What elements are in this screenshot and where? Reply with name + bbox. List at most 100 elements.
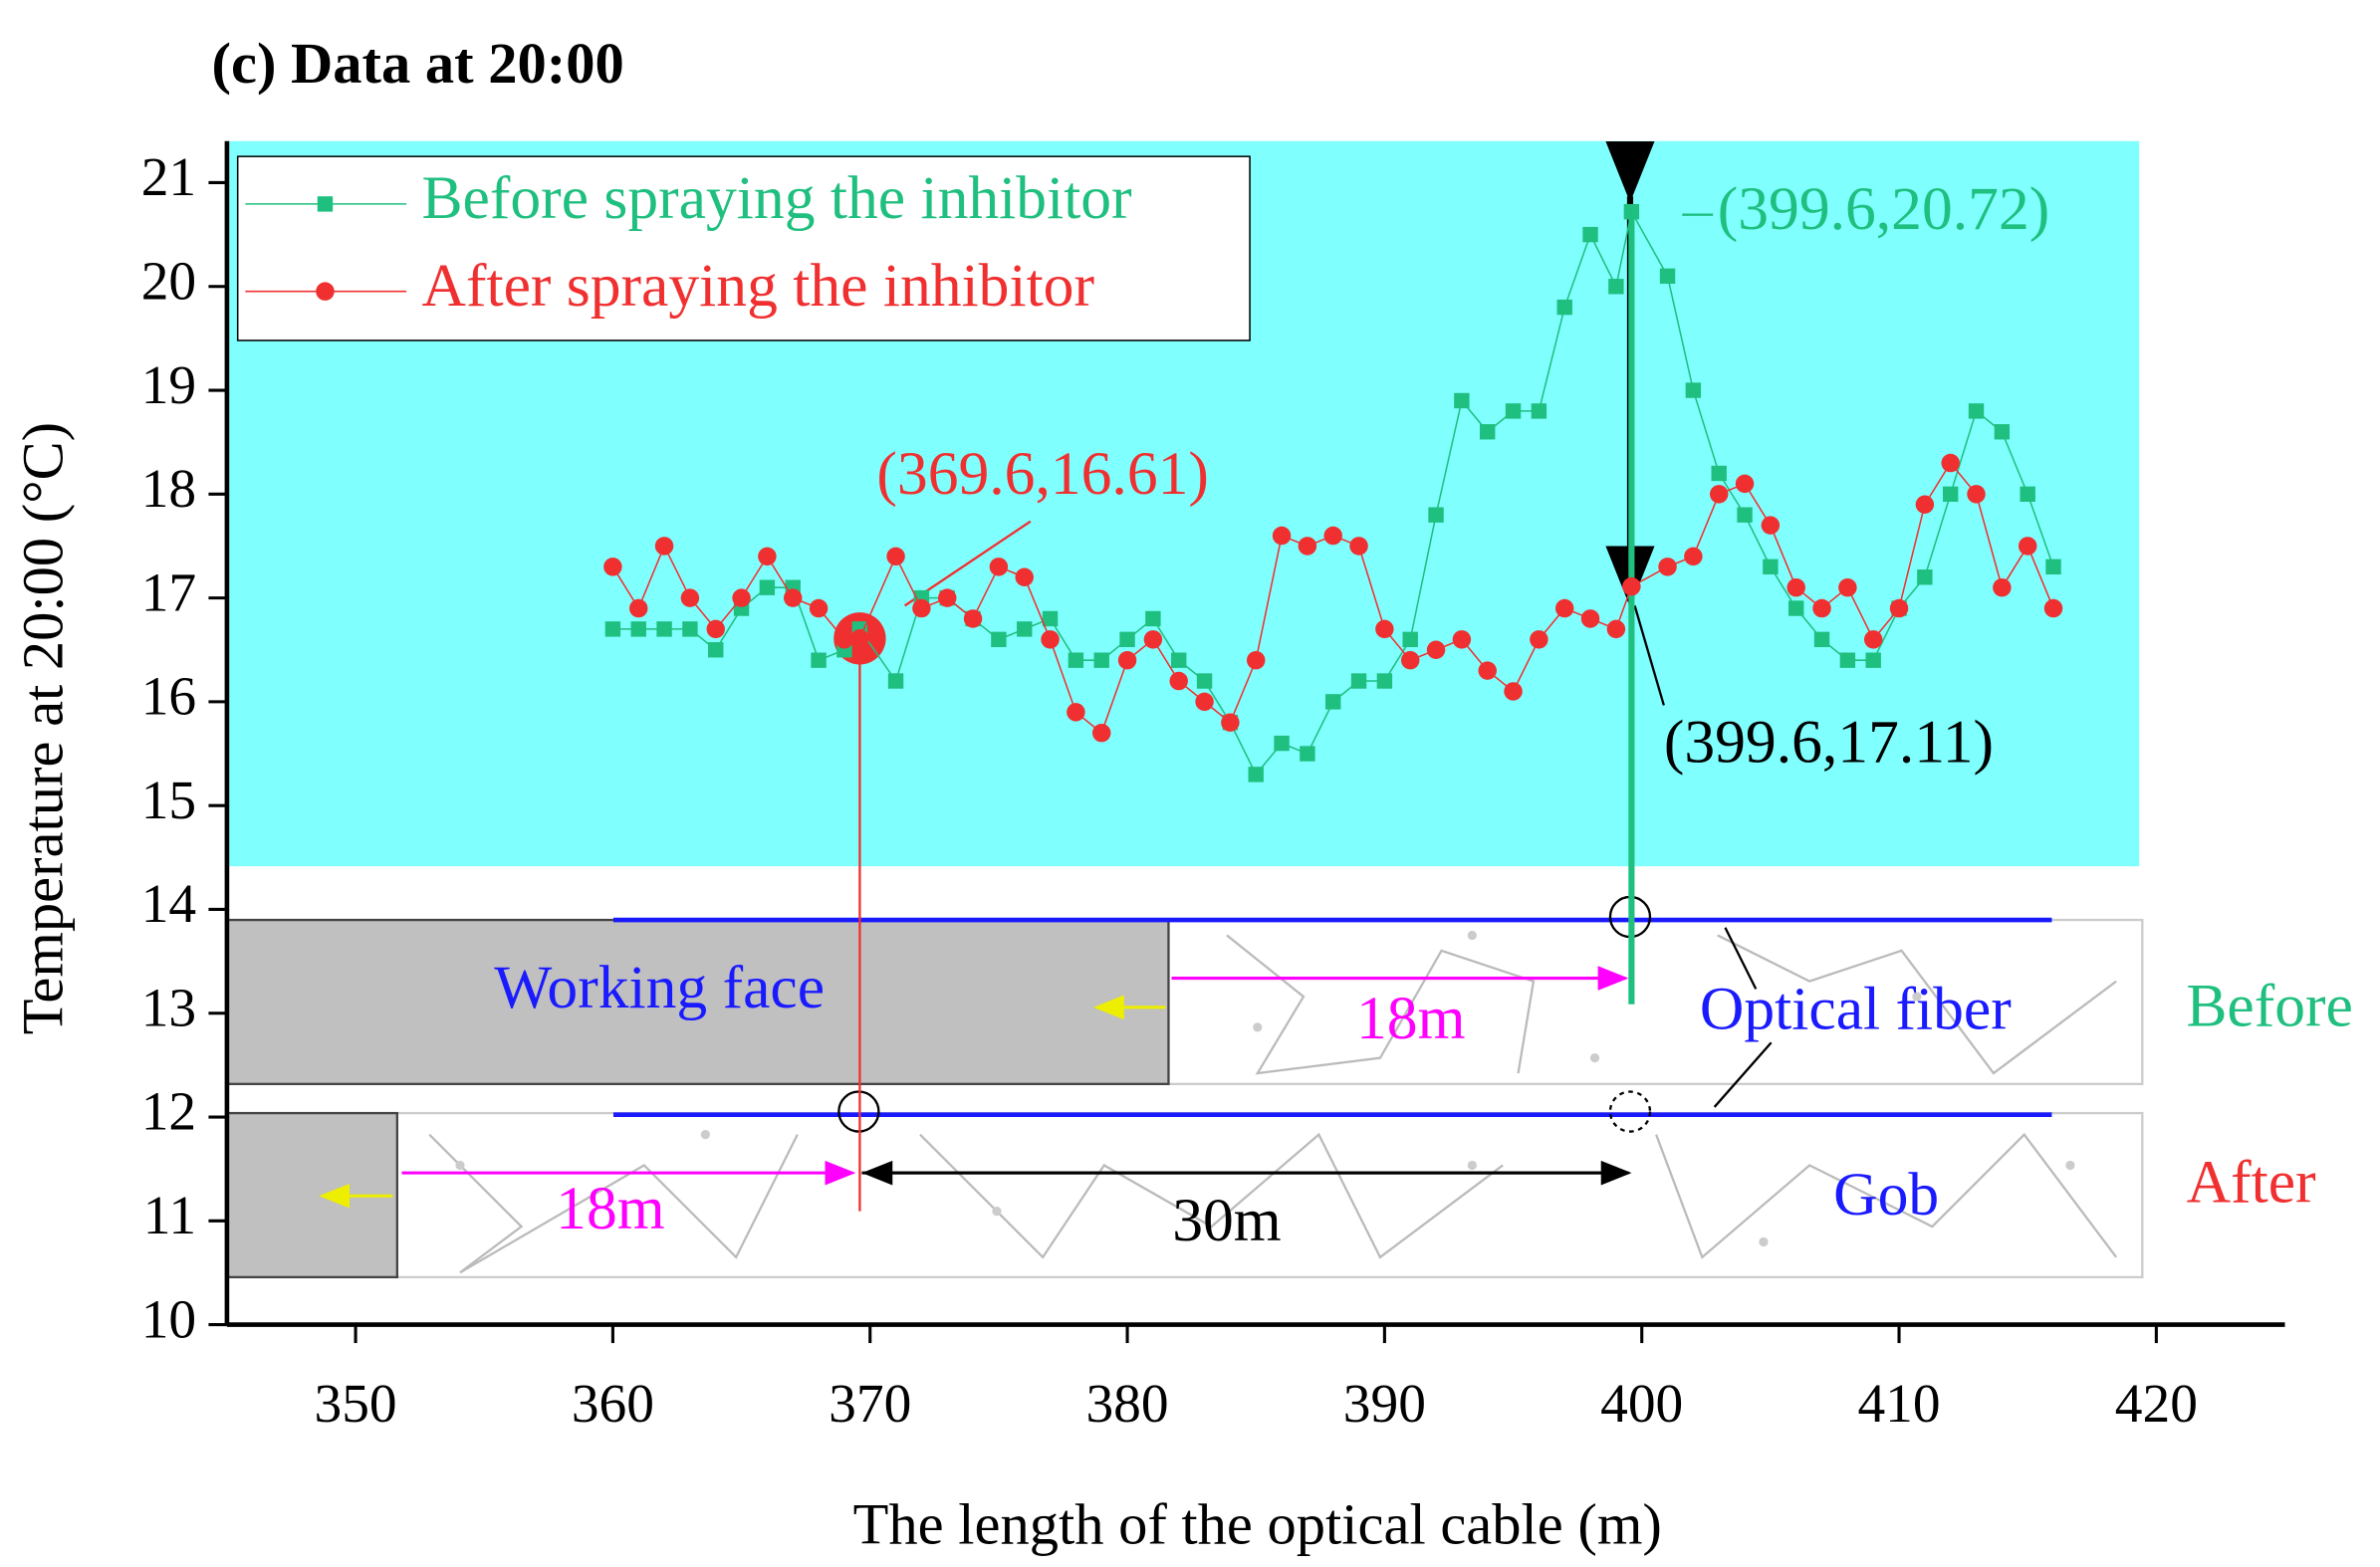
data-point <box>1788 600 1804 616</box>
annotation: (369.6,16.61) <box>876 440 1209 508</box>
data-point <box>1195 692 1214 712</box>
x-tick-label: 400 <box>1600 1373 1683 1434</box>
data-point <box>1117 650 1137 670</box>
data-point <box>1606 619 1626 639</box>
legend-label: After spraying the inhibitor <box>421 252 1094 320</box>
data-point <box>2045 559 2061 575</box>
x-tick-label: 380 <box>1085 1373 1168 1434</box>
data-point <box>1967 485 1986 504</box>
data-point <box>1556 299 1572 316</box>
data-point <box>1942 486 1959 503</box>
data-point <box>1786 577 1805 597</box>
annotation: Optical fiber <box>1700 976 2012 1043</box>
y-tick-label: 20 <box>141 250 196 311</box>
data-point <box>963 609 983 628</box>
data-point <box>1091 723 1111 743</box>
data-point <box>811 652 827 668</box>
data-point <box>706 619 725 639</box>
data-point <box>2018 537 2037 556</box>
x-tick-label: 410 <box>1857 1373 1940 1434</box>
data-point <box>708 642 724 658</box>
y-tick-label: 13 <box>141 977 196 1037</box>
data-point <box>809 598 829 618</box>
data-point <box>1041 630 1060 649</box>
y-tick-label: 11 <box>143 1185 196 1245</box>
data-point <box>887 673 904 689</box>
data-point <box>1428 507 1444 523</box>
data-point <box>1274 735 1290 752</box>
y-tick-label: 21 <box>141 146 196 207</box>
data-point <box>1246 650 1266 670</box>
data-point <box>1812 598 1831 618</box>
data-point <box>991 631 1007 648</box>
data-point <box>1171 652 1187 668</box>
data-point <box>1402 631 1418 648</box>
data-point <box>1580 609 1600 628</box>
x-axis-label: The length of the optical cable (m) <box>853 1491 1662 1556</box>
data-point <box>1350 673 1367 689</box>
data-point <box>1838 577 1857 597</box>
y-tick-label: 18 <box>141 458 196 519</box>
data-point <box>1325 694 1341 710</box>
y-tick-label: 16 <box>141 666 196 727</box>
data-point <box>1889 598 1909 618</box>
data-point <box>1300 746 1315 762</box>
data-point <box>758 547 777 566</box>
data-point <box>1504 682 1523 701</box>
annotation: Before <box>2186 973 2353 1040</box>
data-point <box>1400 650 1420 670</box>
data-point <box>1763 559 1779 575</box>
legend-marker <box>317 196 334 212</box>
data-point <box>1169 671 1188 691</box>
data-point <box>1530 630 1548 649</box>
data-point <box>680 588 700 607</box>
data-point <box>1272 526 1292 546</box>
annotation: (399.6,20.72) <box>1718 175 2050 243</box>
data-point <box>682 621 698 637</box>
data-point <box>1761 516 1781 535</box>
data-point <box>2043 598 2063 618</box>
annotation: After <box>2187 1149 2316 1217</box>
y-tick-label: 14 <box>141 873 196 934</box>
data-point <box>1196 673 1213 689</box>
data-point <box>1865 652 1881 668</box>
annotation: Gob <box>1833 1161 1939 1229</box>
data-point <box>1093 652 1109 668</box>
data-point <box>1015 567 1034 586</box>
data-point <box>1478 661 1497 680</box>
data-point <box>1839 652 1856 668</box>
data-point <box>1376 673 1393 689</box>
data-point <box>937 588 957 607</box>
data-point <box>850 629 869 648</box>
data-point <box>1375 619 1394 639</box>
data-point <box>630 621 646 637</box>
data-point <box>1323 526 1342 546</box>
data-point <box>1737 507 1753 523</box>
data-point <box>1658 558 1677 576</box>
data-point <box>1813 631 1830 648</box>
x-tick-label: 390 <box>1343 1373 1426 1434</box>
data-point <box>1863 630 1883 649</box>
legend-label: Before spraying the inhibitor <box>421 164 1131 232</box>
data-point <box>1915 495 1935 514</box>
data-point <box>1505 403 1522 419</box>
data-point <box>1659 268 1676 285</box>
y-tick-label: 19 <box>141 354 196 415</box>
annotation: 30m <box>1172 1187 1281 1254</box>
data-point <box>1017 621 1033 637</box>
data-point <box>1221 713 1240 732</box>
x-tick-label: 350 <box>315 1373 397 1434</box>
data-point <box>1709 485 1729 504</box>
data-point <box>628 598 648 618</box>
data-point <box>1622 576 1641 596</box>
data-point <box>2020 486 2035 503</box>
data-point <box>1608 279 1624 295</box>
data-point <box>1068 652 1084 668</box>
chart-title: (c) Data at 20:00 <box>212 31 624 96</box>
data-point <box>783 588 803 607</box>
legend-box <box>236 155 1251 341</box>
data-point <box>604 621 621 637</box>
data-point <box>759 579 776 595</box>
data-point <box>1941 453 1960 473</box>
